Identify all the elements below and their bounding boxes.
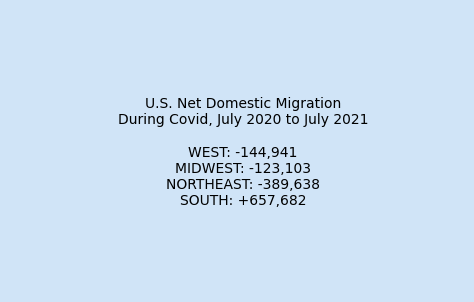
Text: U.S. Net Domestic Migration
During Covid, July 2020 to July 2021

WEST: -144,941: U.S. Net Domestic Migration During Covid…: [118, 97, 368, 208]
